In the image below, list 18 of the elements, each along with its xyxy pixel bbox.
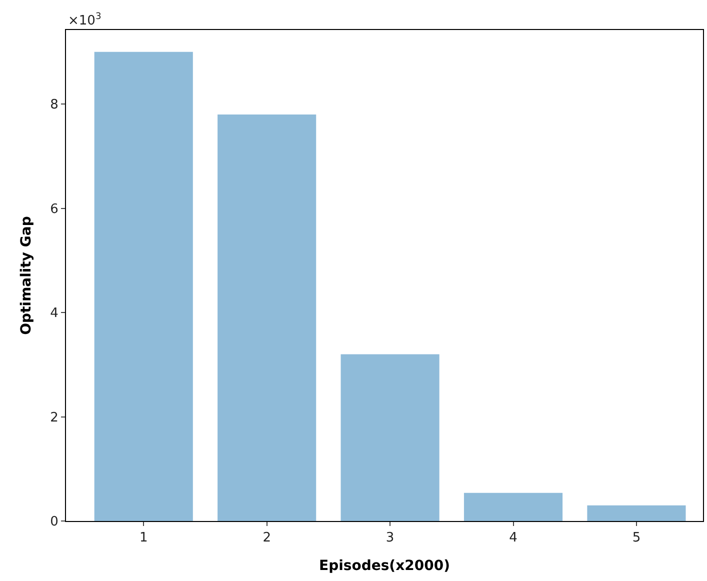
x-tick-label: 5 bbox=[632, 530, 641, 546]
bar bbox=[340, 354, 440, 521]
x-tick-label: 4 bbox=[509, 530, 518, 546]
y-tick-label: 8 bbox=[50, 98, 58, 113]
x-tick-label: 3 bbox=[386, 530, 394, 546]
y-tick-label: 2 bbox=[50, 410, 58, 426]
bar bbox=[587, 505, 686, 521]
x-tick-label: 2 bbox=[262, 530, 271, 546]
bar bbox=[218, 114, 316, 521]
y-tick-label: 6 bbox=[50, 202, 58, 217]
y-tick-label: 0 bbox=[50, 514, 58, 530]
x-axis-title: Episodes(x2000) bbox=[319, 558, 450, 574]
x-tick-label: 1 bbox=[139, 530, 148, 546]
y-axis-title: Optimality Gap bbox=[18, 216, 35, 335]
text: ×10$^{3}$ bbox=[68, 12, 102, 28]
y-tick-label: 4 bbox=[50, 306, 58, 322]
bar bbox=[464, 492, 563, 521]
bar bbox=[94, 52, 193, 521]
